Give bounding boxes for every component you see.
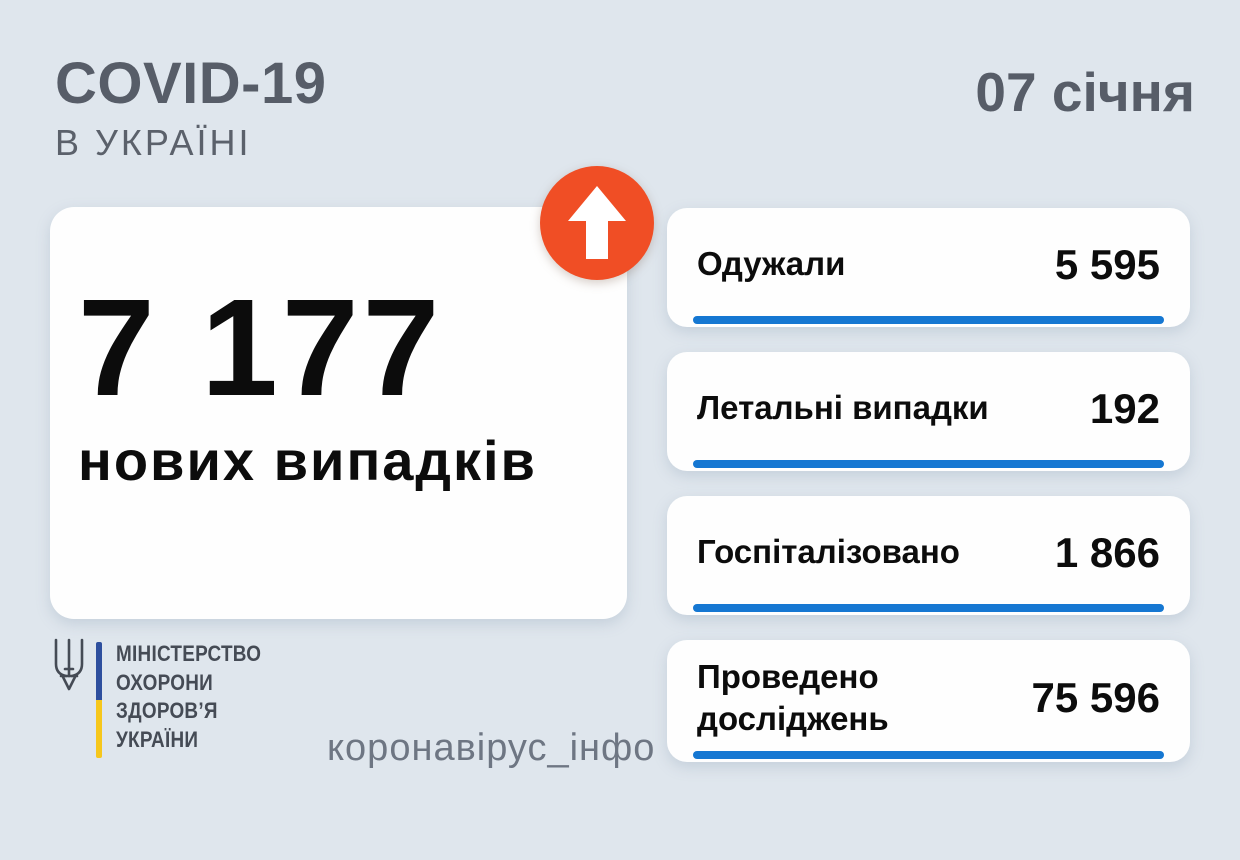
ukraine-flag-bar [96, 642, 102, 758]
stat-label: Госпіталізовано [697, 533, 960, 571]
stat-underline [693, 751, 1164, 759]
ministry-line: МІНІСТЕРСТВО [116, 641, 262, 666]
stat-value: 1 866 [1054, 528, 1160, 576]
ministry-name: МІНІСТЕРСТВО ОХОРОНИ ЗДОРОВ’Я УКРАЇНИ [116, 640, 261, 754]
title-block: COVID-19 В УКРАЇНІ [55, 55, 327, 164]
ministry-line: ОХОРОНИ [116, 669, 214, 695]
stat-card-deaths: Летальні випадки 192 [667, 352, 1190, 471]
page-subtitle: В УКРАЇНІ [55, 122, 252, 163]
stat-card-tests: Проведено досліджень 75 596 [667, 640, 1190, 762]
stat-value: 5 595 [1054, 240, 1160, 288]
stat-card-hospitalized: Госпіталізовано 1 866 [667, 496, 1190, 615]
stat-label: Одужали [697, 245, 846, 283]
flag-blue-half [96, 642, 102, 700]
stat-value: 75 596 [1031, 674, 1160, 721]
stat-underline [693, 604, 1164, 612]
ministry-line: УКРАЇНИ [116, 726, 199, 752]
new-cases-card: 7 177 нових випадків [50, 207, 627, 619]
stat-value: 192 [1089, 384, 1160, 432]
stat-underline [693, 316, 1164, 324]
channel-name: коронавірус_інфо [327, 727, 656, 769]
new-cases-label: нових випадків [78, 429, 537, 492]
page-title: COVID-19 [55, 51, 327, 116]
new-cases-value: 7 177 [78, 271, 444, 425]
stat-label: Летальні випадки [697, 389, 989, 427]
flag-yellow-half [96, 700, 102, 758]
report-date: 07 січня [975, 61, 1195, 123]
stats-column: Одужали 5 595 Летальні випадки 192 Госпі… [667, 208, 1190, 762]
stat-card-recovered: Одужали 5 595 [667, 208, 1190, 327]
ministry-line: ЗДОРОВ’Я [116, 698, 218, 723]
trident-icon [50, 637, 88, 698]
stat-underline [693, 460, 1164, 468]
ministry-logo: МІНІСТЕРСТВО ОХОРОНИ ЗДОРОВ’Я УКРАЇНИ [50, 637, 285, 758]
arrow-up-icon [540, 166, 654, 280]
stat-label: Проведено досліджень [697, 657, 889, 737]
